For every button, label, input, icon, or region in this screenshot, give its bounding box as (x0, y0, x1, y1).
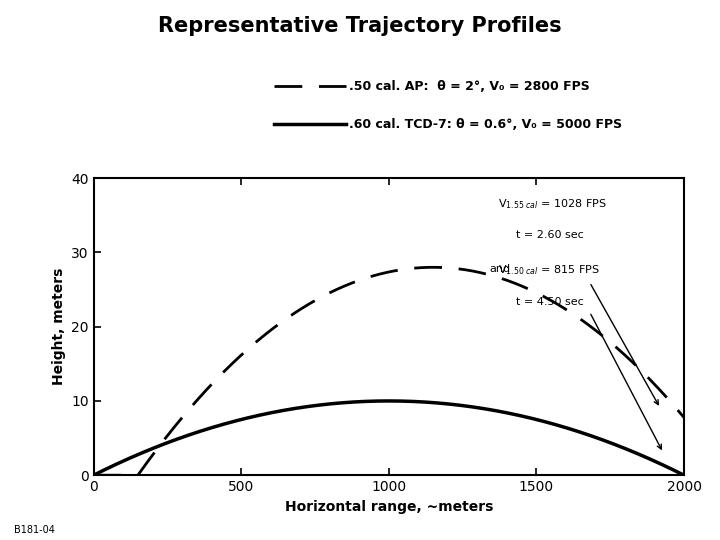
Text: .50 cal. AP:  θ = 2°, V₀ = 2800 FPS: .50 cal. AP: θ = 2°, V₀ = 2800 FPS (349, 80, 590, 93)
Text: Representative Trajectory Profiles: Representative Trajectory Profiles (158, 16, 562, 36)
Text: V$_{1.55\ cal}$ = 1028 FPS: V$_{1.55\ cal}$ = 1028 FPS (498, 197, 607, 211)
Text: t = 2.60 sec: t = 2.60 sec (516, 230, 583, 240)
Y-axis label: Height, meters: Height, meters (52, 268, 66, 386)
Text: V$_{1.50\ cal}$ = 815 FPS: V$_{1.50\ cal}$ = 815 FPS (498, 264, 600, 278)
Text: B181-04: B181-04 (14, 524, 55, 535)
Text: and: and (489, 264, 510, 274)
Text: t = 4.50 sec: t = 4.50 sec (516, 297, 583, 307)
X-axis label: Horizontal range, ~meters: Horizontal range, ~meters (284, 500, 493, 514)
Text: .60 cal. TCD-7: θ = 0.6°, V₀ = 5000 FPS: .60 cal. TCD-7: θ = 0.6°, V₀ = 5000 FPS (349, 118, 622, 131)
